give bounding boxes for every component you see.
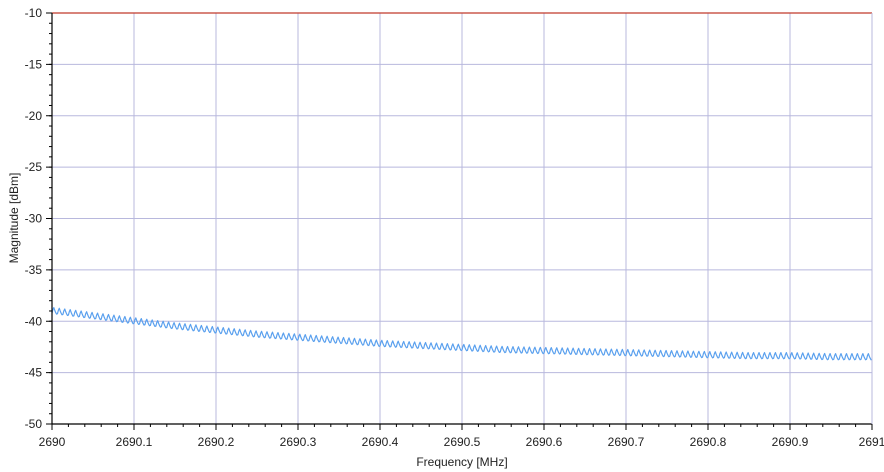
- y-tick-label: -30: [25, 212, 43, 226]
- x-axis-title: Frequency [MHz]: [416, 455, 507, 469]
- y-tick-label: -35: [25, 263, 43, 277]
- x-tick-label: 2691: [859, 435, 884, 449]
- series-layer: [51, 307, 873, 361]
- x-tick-label: 2690.9: [772, 435, 809, 449]
- x-tick-label: 2690: [39, 435, 66, 449]
- x-tick-label: 2690.2: [198, 435, 235, 449]
- x-tick-label: 2690.4: [362, 435, 399, 449]
- grid-lines: [52, 13, 872, 424]
- x-tick-label: 2690.3: [280, 435, 317, 449]
- spectrum-trace: [51, 307, 873, 361]
- x-tick-label: 2690.6: [526, 435, 563, 449]
- x-axis-ticks: 2690 2690.1 2690.2 2690.3 2690.4 2690.5 2690.6…: [39, 424, 884, 449]
- y-tick-label: -40: [25, 314, 43, 328]
- y-tick-label: -15: [25, 57, 43, 71]
- y-tick-label: -25: [25, 160, 43, 174]
- x-tick-label: 2690.8: [690, 435, 727, 449]
- y-tick-label: -10: [25, 6, 43, 20]
- y-tick-label: -45: [25, 366, 43, 380]
- y-tick-label: -20: [25, 109, 43, 123]
- x-tick-label: 2690.7: [608, 435, 645, 449]
- y-axis-title: Magnitude [dBm]: [7, 173, 21, 264]
- y-tick-label: -50: [25, 417, 43, 431]
- x-tick-label: 2690.5: [444, 435, 481, 449]
- y-axis-ticks: -10 -15 -20 -25 -30 -35 -40 -45 -50: [25, 6, 52, 431]
- x-tick-label: 2690.1: [116, 435, 153, 449]
